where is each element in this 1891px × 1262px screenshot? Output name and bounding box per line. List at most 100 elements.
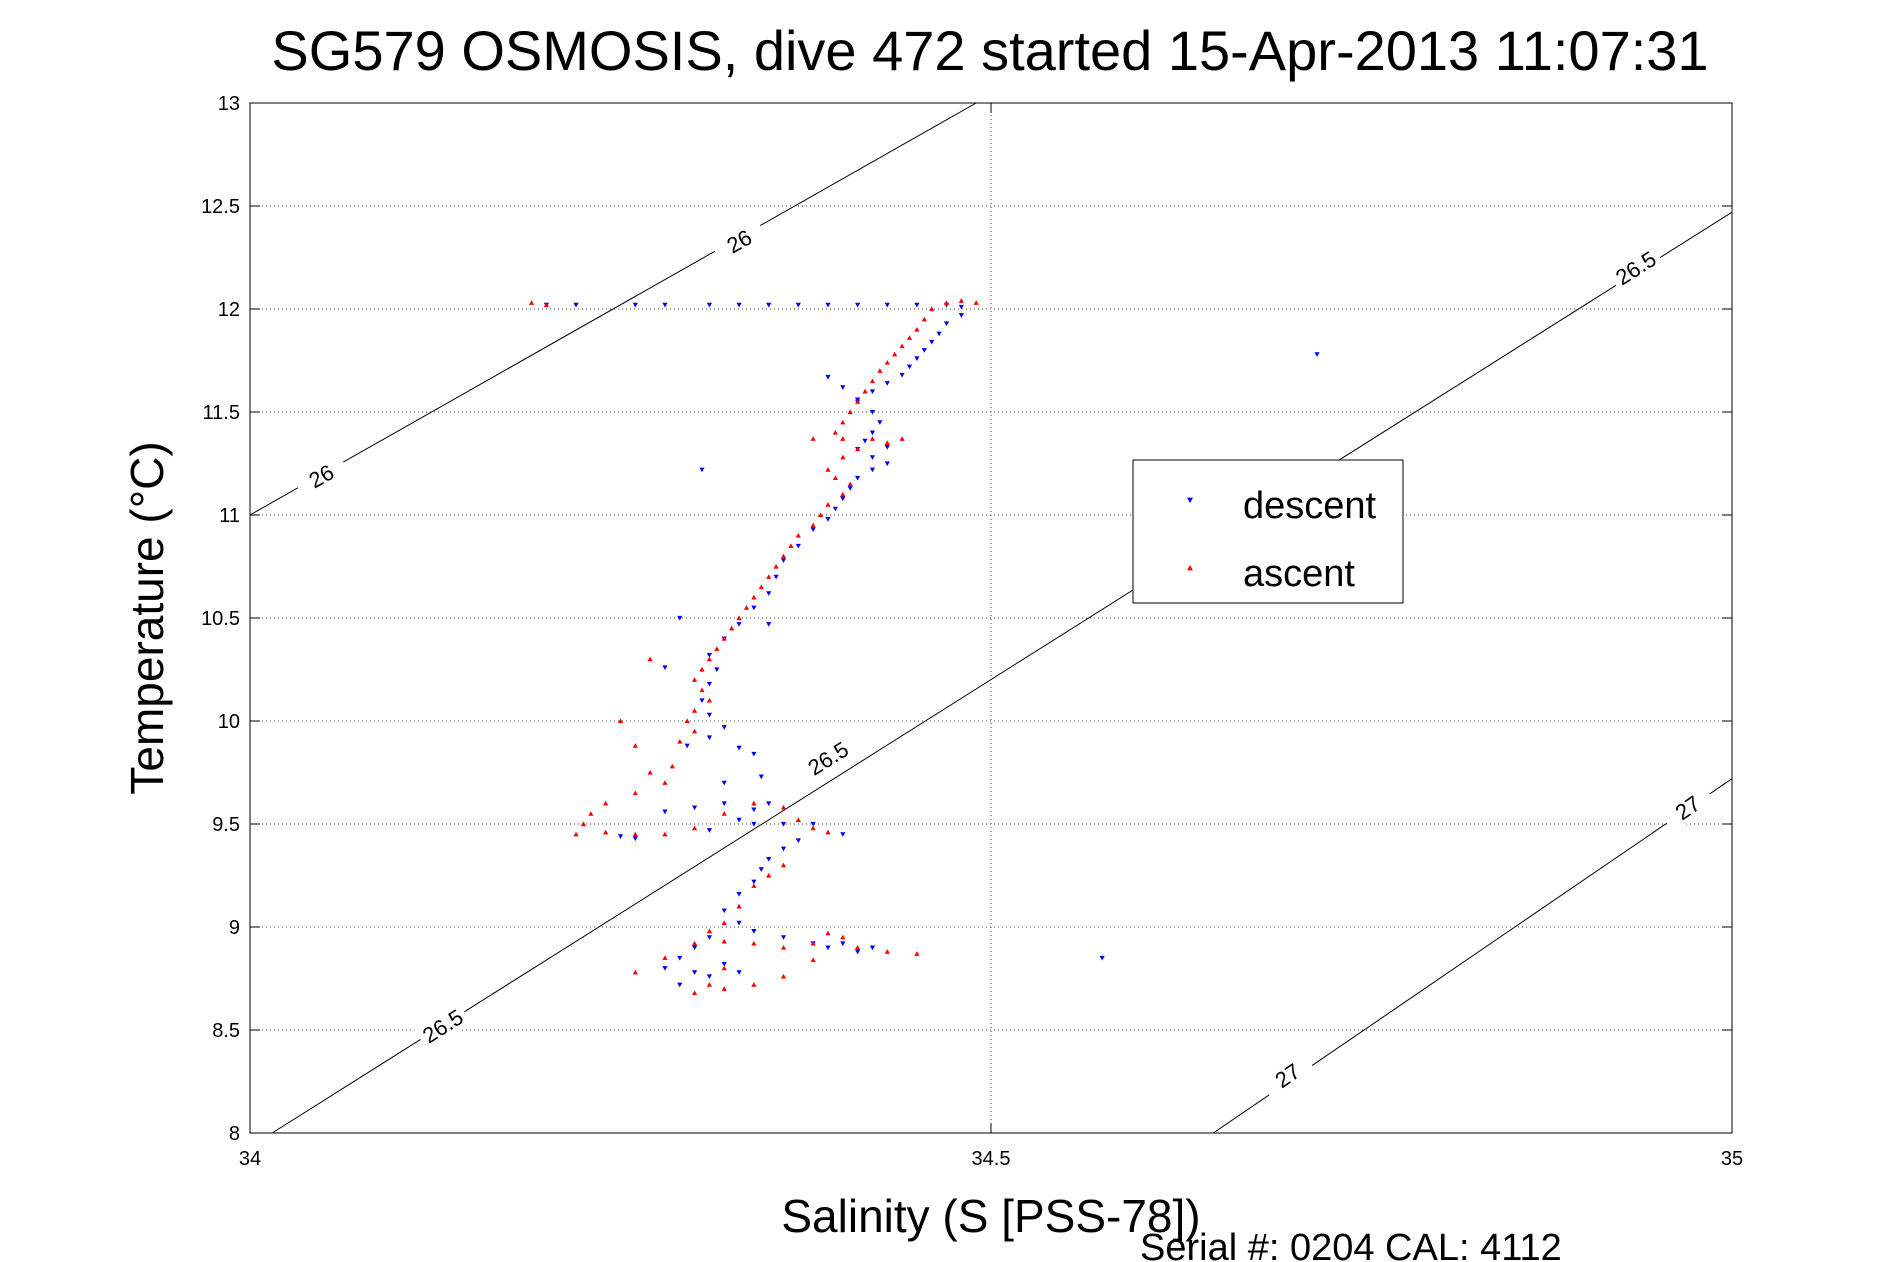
ascent-point xyxy=(973,300,979,305)
ascent-point xyxy=(692,708,698,713)
ascent-point xyxy=(669,763,675,769)
ascent-point xyxy=(810,957,816,963)
ascent-point xyxy=(677,739,683,744)
descent-point xyxy=(751,807,757,813)
descent-point xyxy=(847,486,853,491)
descent-point xyxy=(662,665,668,671)
descent-point xyxy=(736,920,742,926)
ascent-point xyxy=(855,399,861,404)
y-tick-label: 8.5 xyxy=(212,1020,240,1042)
contour-label-backing xyxy=(710,216,769,266)
descent-point xyxy=(914,302,920,308)
ascent-point xyxy=(751,594,757,600)
ascent-point xyxy=(899,436,905,441)
descent-point xyxy=(869,467,876,473)
ascent-point xyxy=(692,990,698,995)
ascent-point xyxy=(699,666,705,672)
ascent-point xyxy=(943,300,950,305)
descent-point xyxy=(780,821,787,827)
contour-label-backing xyxy=(292,451,351,500)
descent-point xyxy=(736,745,742,751)
descent-point xyxy=(840,832,846,837)
contour-label-backing xyxy=(1606,242,1665,293)
ascent-point xyxy=(699,687,705,693)
descent-point xyxy=(766,622,772,627)
descent-point xyxy=(840,496,846,502)
ascent-point xyxy=(751,982,757,987)
descent-point xyxy=(869,430,876,436)
ascent-point xyxy=(877,368,883,373)
ascent-point xyxy=(825,930,831,936)
descent-point xyxy=(840,385,846,390)
descent-point xyxy=(780,935,787,940)
ascent-point xyxy=(906,335,913,340)
ascent-point xyxy=(869,378,876,384)
descent-point xyxy=(914,356,920,362)
ascent-point xyxy=(855,446,861,452)
descent-point xyxy=(751,751,757,757)
legend-markers xyxy=(1187,497,1193,571)
descent-point xyxy=(855,949,861,955)
ascent-point xyxy=(795,817,801,822)
descent-point xyxy=(832,506,838,512)
descent-point xyxy=(884,461,890,467)
descent-point xyxy=(721,780,727,786)
ascent-point xyxy=(692,677,698,682)
contour-label-backing xyxy=(1258,1049,1317,1101)
ascent-point xyxy=(706,982,713,987)
contour-label-backing xyxy=(413,1001,472,1051)
ascent-point xyxy=(840,491,846,497)
ascent-point xyxy=(632,969,638,975)
ascent-point xyxy=(662,780,668,785)
descent-point xyxy=(1314,352,1320,357)
y-axis-label: Temperature (°C) xyxy=(121,441,173,794)
ascent-point xyxy=(721,920,727,925)
ascent-point xyxy=(721,811,727,816)
descent-point xyxy=(884,302,890,308)
ascent-point xyxy=(825,502,831,507)
descent-point xyxy=(736,970,742,975)
descent-point xyxy=(736,817,742,823)
descent-point xyxy=(795,302,801,308)
ascent-point xyxy=(751,940,757,946)
descent-point xyxy=(810,821,816,827)
ascent-point xyxy=(840,454,846,460)
series-ascent xyxy=(528,298,979,995)
y-tick-label: 12.5 xyxy=(201,196,240,218)
legend: descent ascent xyxy=(1132,459,1404,604)
y-tick-label: 9.5 xyxy=(212,814,240,836)
descent-point xyxy=(706,735,713,741)
ascent-point xyxy=(884,359,890,365)
descent-point xyxy=(692,805,698,811)
ascent-point xyxy=(788,543,794,548)
descent-point xyxy=(766,591,772,596)
descent-point xyxy=(869,389,876,394)
serial-cal-footer: Serial #: 0204 CAL: 4112 xyxy=(1140,1227,1562,1262)
descent-point xyxy=(736,302,742,308)
descent-point xyxy=(921,348,927,353)
ascent-point xyxy=(847,481,853,487)
ascent-point xyxy=(692,940,698,946)
ascent-point xyxy=(914,327,920,332)
descent-point xyxy=(766,801,772,806)
descent-point xyxy=(632,302,638,308)
ascent-point xyxy=(736,615,742,621)
axis-ticks: 34 34.5 35 8 8.5 9 9.5 10 10.5 11 11.5 12 12.5 13 xyxy=(201,93,1743,1170)
descent-point xyxy=(662,302,668,308)
y-tick-label: 9 xyxy=(229,917,240,939)
descent-point xyxy=(692,970,698,975)
descent-point xyxy=(825,302,831,308)
ascent-point xyxy=(617,718,624,724)
descent-point xyxy=(766,302,772,308)
legend-box xyxy=(1132,459,1404,604)
descent-point xyxy=(721,962,727,967)
ascent-point xyxy=(573,831,579,837)
descent-point xyxy=(699,467,705,473)
ascent-point xyxy=(884,440,890,445)
ascent-point xyxy=(832,475,838,480)
density-contour-line xyxy=(271,211,1733,1134)
descent-point xyxy=(862,438,868,444)
descent-point xyxy=(751,929,757,934)
ascent-point xyxy=(632,790,638,796)
